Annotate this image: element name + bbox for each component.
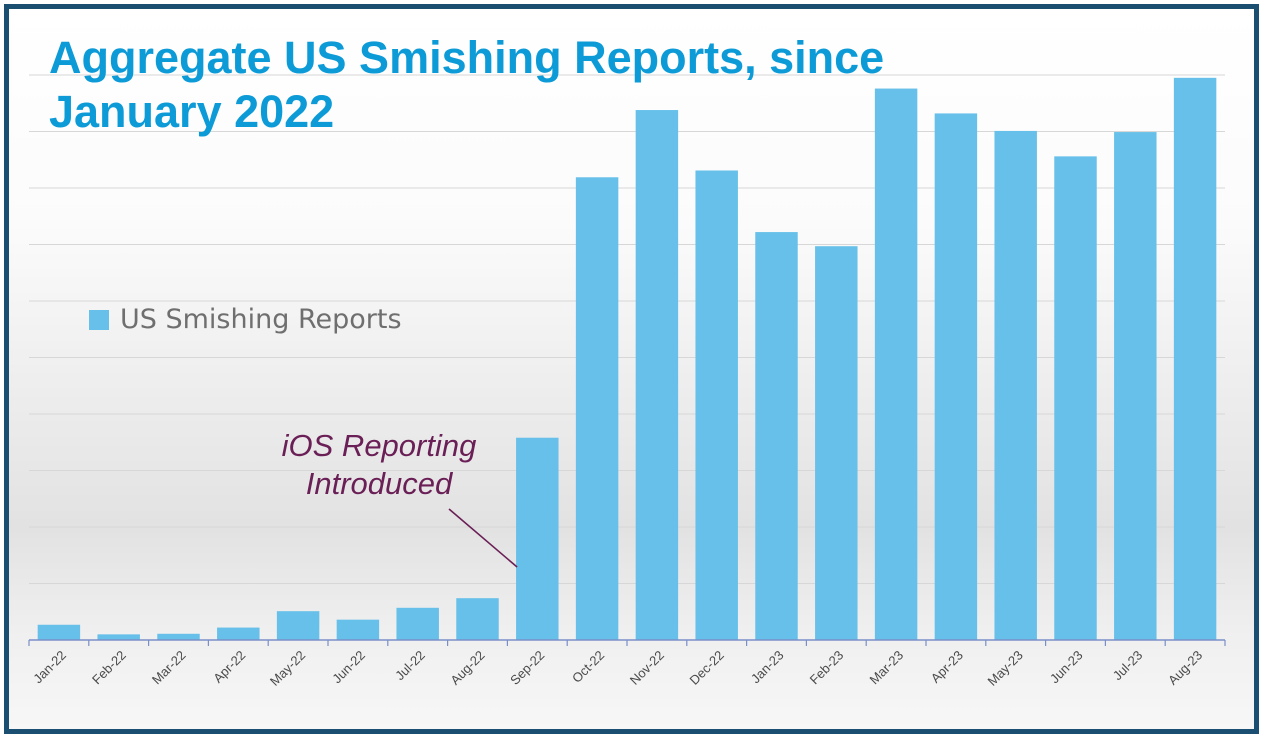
x-tick-label: Jun-22 <box>329 648 368 687</box>
bar-mar-22 <box>157 633 200 640</box>
bar-feb-23 <box>815 246 858 640</box>
x-tick-labels: Jan-22 Feb-22 Mar-22 Apr-22 May-22 Jun-22 Jul-… <box>30 648 1205 689</box>
bar-may-23 <box>994 130 1037 640</box>
bar-chart: Jan-22 Feb-22 Mar-22 Apr-22 May-22 Jun-22 Jul-… <box>28 74 1226 689</box>
bar-oct-22 <box>575 177 619 640</box>
x-tick-label: May-23 <box>985 648 1026 689</box>
bar-mar-23 <box>874 88 918 640</box>
legend-label: US Smishing Reports <box>120 304 402 335</box>
bar-apr-22 <box>217 627 260 640</box>
bars <box>37 77 1217 641</box>
legend-swatch <box>89 309 109 330</box>
legend: US Smishing Reports <box>89 304 402 335</box>
x-tick-label: Jan-23 <box>748 648 787 687</box>
x-tick-label: Jan-22 <box>30 648 69 687</box>
bar-jul-22 <box>396 607 439 640</box>
x-tick-label: Feb-23 <box>807 648 847 688</box>
x-tick-label: May-22 <box>267 648 308 689</box>
bar-dec-22 <box>695 170 738 641</box>
x-tick-label: Sep-22 <box>507 648 547 688</box>
bar-may-22 <box>276 611 320 640</box>
bar-apr-23 <box>934 113 978 641</box>
bar-jan-23 <box>755 232 798 640</box>
x-tick-label: Jun-23 <box>1047 648 1086 687</box>
x-tick-label: Aug-22 <box>447 648 487 688</box>
chart-frame: Jan-22 Feb-22 Mar-22 Apr-22 May-22 Jun-22 Jul-… <box>4 4 1259 734</box>
x-tick-label: Jul-22 <box>392 648 428 684</box>
x-tick-label: Mar-22 <box>149 648 189 688</box>
bar-aug-22 <box>456 598 499 640</box>
x-tick-label: Feb-22 <box>89 648 129 688</box>
gridlines <box>29 74 1225 584</box>
x-axis <box>28 639 1226 646</box>
annotation-arrow <box>448 508 518 568</box>
x-tick-label: Oct-22 <box>569 648 607 686</box>
bar-jul-23 <box>1114 132 1157 640</box>
annotation-text: iOS Reporting Introduced <box>281 428 477 501</box>
bar-sep-22 <box>516 437 559 640</box>
x-tick-label: Aug-23 <box>1165 648 1205 688</box>
x-tick-label: Jul-23 <box>1110 648 1146 684</box>
bar-nov-22 <box>635 110 679 640</box>
chart-title: Aggregate US Smishing Reports, since Jan… <box>49 32 885 137</box>
bar-jun-23 <box>1054 156 1097 641</box>
x-tick-label: Nov-22 <box>627 648 667 688</box>
bar-aug-23 <box>1173 77 1217 640</box>
x-tick-label: Mar-23 <box>866 648 906 688</box>
x-tick-label: Apr-22 <box>210 648 248 686</box>
x-tick-label: Dec-22 <box>687 648 727 688</box>
bar-feb-22 <box>97 634 140 640</box>
bar-jun-22 <box>336 619 380 640</box>
bar-jan-22 <box>37 624 81 640</box>
x-tick-label: Apr-23 <box>928 648 966 686</box>
